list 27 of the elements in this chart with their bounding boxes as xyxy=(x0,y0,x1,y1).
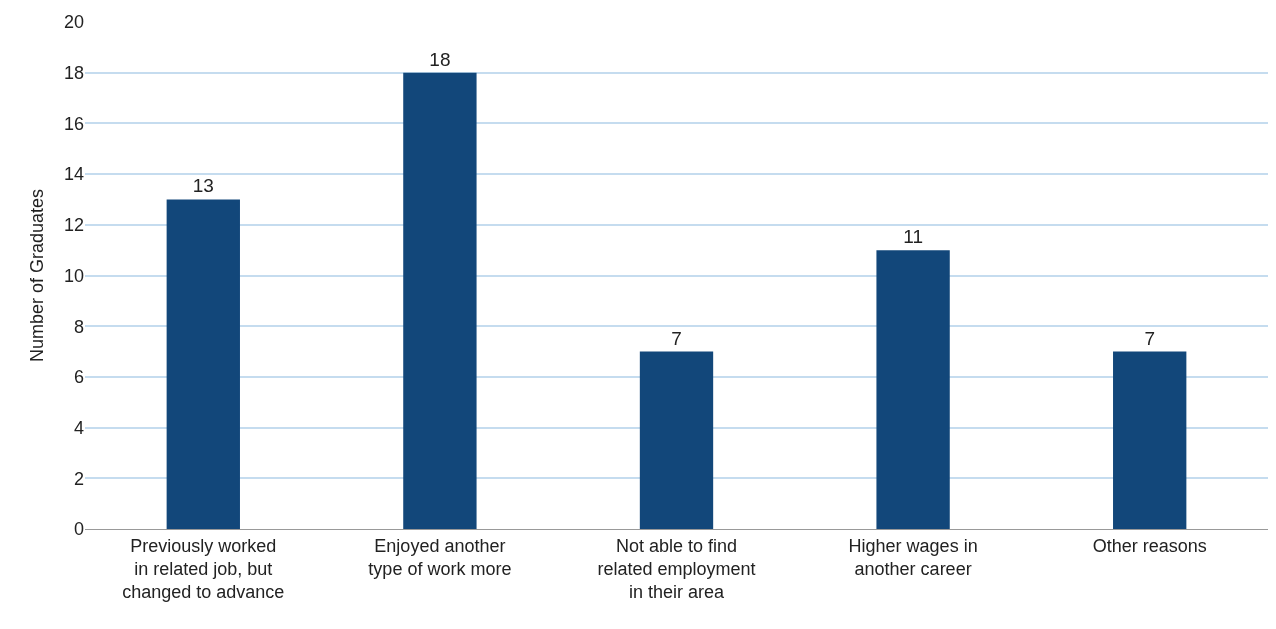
x-tick-label: Other reasons xyxy=(1092,535,1207,556)
bar xyxy=(876,250,950,529)
x-tick-label: Not able to find related employment in their area xyxy=(597,535,756,603)
y-tick-label: 16 xyxy=(63,113,84,134)
bar xyxy=(166,199,240,529)
y-tick-label: 2 xyxy=(73,468,84,489)
y-tick-label: 20 xyxy=(63,12,84,33)
bar xyxy=(639,351,714,529)
x-tick-label: Enjoyed another type of work more xyxy=(368,535,512,579)
y-tick-label: 6 xyxy=(73,367,84,388)
y-axis-title: Number of Graduates xyxy=(27,188,48,363)
bar xyxy=(1113,351,1187,529)
y-tick-label: 0 xyxy=(73,519,84,540)
x-tick-label: Previously worked in related job, but changed to advance xyxy=(122,535,285,603)
y-tick-label: 14 xyxy=(63,164,84,185)
data-label: 18 xyxy=(429,48,451,70)
data-label: 7 xyxy=(671,327,682,349)
y-tick-label: 18 xyxy=(63,63,84,83)
y-tick-label: 12 xyxy=(63,215,84,236)
data-label: 13 xyxy=(192,175,214,197)
data-label: 11 xyxy=(903,226,923,248)
y-tick-label: 4 xyxy=(73,417,84,438)
y-tick-label: 8 xyxy=(73,316,84,337)
data-label: 7 xyxy=(1144,327,1155,349)
bar xyxy=(403,72,477,529)
x-tick-label: Higher wages in another career xyxy=(848,535,978,579)
y-tick-label: 10 xyxy=(63,265,84,286)
